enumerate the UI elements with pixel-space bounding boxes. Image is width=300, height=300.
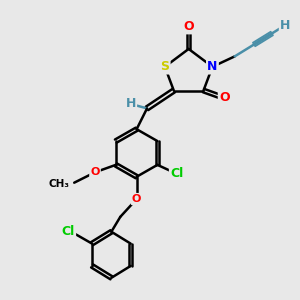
Text: N: N	[207, 60, 218, 73]
Text: O: O	[183, 20, 194, 33]
Text: Cl: Cl	[170, 167, 183, 180]
Text: H: H	[280, 19, 290, 32]
Text: O: O	[219, 92, 230, 104]
Text: CH₃: CH₃	[49, 179, 70, 189]
Text: H: H	[125, 98, 136, 110]
Text: O: O	[90, 167, 100, 177]
Text: Cl: Cl	[61, 225, 75, 238]
Text: S: S	[160, 60, 169, 73]
Text: O: O	[132, 194, 141, 204]
